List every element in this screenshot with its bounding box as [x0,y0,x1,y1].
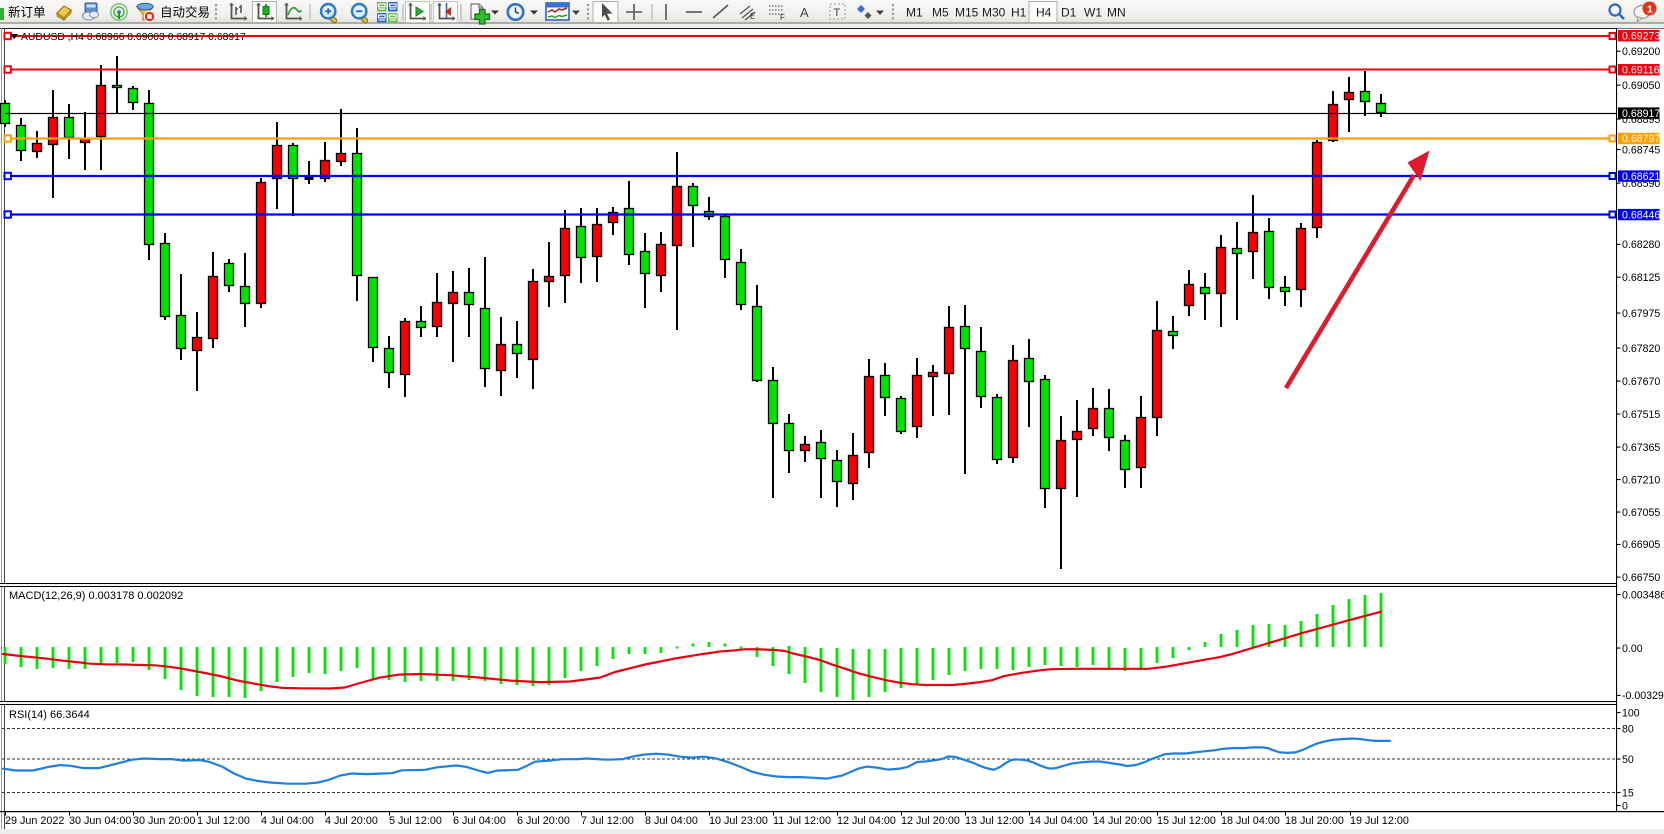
svg-text:13 Jul 12:00: 13 Jul 12:00 [965,815,1024,827]
svg-text:0.69200: 0.69200 [1622,46,1660,58]
svg-text:12 Jul 20:00: 12 Jul 20:00 [901,815,960,827]
svg-text:A: A [800,5,809,20]
svg-text:M30: M30 [982,6,1006,20]
svg-text:29 Jun 2022: 29 Jun 2022 [5,815,64,827]
svg-text:0.003486: 0.003486 [1622,589,1664,601]
svg-text:0.68280: 0.68280 [1622,239,1660,251]
svg-text:15 Jul 12:00: 15 Jul 12:00 [1157,815,1216,827]
svg-text:18 Jul 20:00: 18 Jul 20:00 [1285,815,1344,827]
svg-text:-0.003299: -0.003299 [1622,690,1664,702]
svg-text:0.67055: 0.67055 [1622,507,1660,519]
svg-text:14 Jul 20:00: 14 Jul 20:00 [1093,815,1152,827]
svg-text:MACD(12,26,9) 0.003178 0.00209: MACD(12,26,9) 0.003178 0.002092 [9,590,183,602]
svg-text:6 Jul 04:00: 6 Jul 04:00 [453,815,506,827]
svg-text:14 Jul 04:00: 14 Jul 04:00 [1029,815,1088,827]
svg-text:4 Jul 20:00: 4 Jul 20:00 [325,815,378,827]
svg-text:RSI(14) 66.3644: RSI(14) 66.3644 [9,709,90,721]
svg-text:0.67975: 0.67975 [1622,308,1660,320]
svg-text:18 Jul 04:00: 18 Jul 04:00 [1221,815,1280,827]
svg-text:0.69273: 0.69273 [1622,30,1660,42]
svg-text:8 Jul 04:00: 8 Jul 04:00 [645,815,698,827]
svg-text:0.68917: 0.68917 [1622,108,1660,120]
svg-text:H1: H1 [1011,6,1027,20]
svg-text:H4: H4 [1036,6,1052,20]
svg-text:100: 100 [1622,707,1640,719]
svg-text:4 Jul 04:00: 4 Jul 04:00 [261,815,314,827]
svg-text:0.67820: 0.67820 [1622,343,1660,355]
svg-text:50: 50 [1622,754,1634,766]
svg-text:0.68745: 0.68745 [1622,144,1660,156]
svg-text:E: E [750,12,755,21]
svg-text:0: 0 [1622,800,1628,812]
svg-text:M1: M1 [906,6,923,20]
svg-text:11 Jul 12:00: 11 Jul 12:00 [773,815,831,827]
svg-text:0.67670: 0.67670 [1622,376,1660,388]
svg-text:T: T [834,7,841,19]
svg-text:0.68797: 0.68797 [1622,133,1660,145]
svg-text:AUDUSD ,H4 0.68966 0.69003 0.: AUDUSD ,H4 0.68966 0.69003 0.68917 0.689… [21,32,246,43]
svg-text:M5: M5 [932,6,949,20]
svg-text:12 Jul 04:00: 12 Jul 04:00 [837,815,896,827]
svg-text:自动交易: 自动交易 [160,5,210,20]
svg-text:5 Jul 12:00: 5 Jul 12:00 [389,815,442,827]
svg-text:80: 80 [1622,723,1634,735]
svg-text:0.68446: 0.68446 [1622,209,1660,221]
svg-text:0.68621: 0.68621 [1622,171,1660,183]
svg-text:0.69050: 0.69050 [1622,80,1660,92]
svg-text:MN: MN [1107,6,1126,20]
svg-text:0.66905: 0.66905 [1622,539,1660,551]
svg-text:0.66750: 0.66750 [1622,572,1660,584]
svg-text:0.67365: 0.67365 [1622,442,1660,454]
svg-text:1: 1 [1647,4,1653,16]
svg-text:6 Jul 20:00: 6 Jul 20:00 [517,815,570,827]
svg-text:1 Jul 12:00: 1 Jul 12:00 [197,815,250,827]
svg-text:30 Jun 20:00: 30 Jun 20:00 [133,815,195,827]
svg-text:15: 15 [1622,787,1634,799]
svg-text:0.67210: 0.67210 [1622,474,1660,486]
svg-text:19 Jul 12:00: 19 Jul 12:00 [1350,815,1409,827]
svg-text:W1: W1 [1084,6,1102,20]
svg-text:0.00: 0.00 [1622,643,1643,655]
svg-text:10 Jul 23:00: 10 Jul 23:00 [709,815,768,827]
svg-text:新订单: 新订单 [8,5,46,20]
svg-text:0.67515: 0.67515 [1622,409,1660,421]
svg-text:M15: M15 [955,6,979,20]
svg-text:F: F [780,13,785,22]
svg-text:7 Jul 12:00: 7 Jul 12:00 [581,815,634,827]
svg-text:0.68125: 0.68125 [1622,272,1660,284]
svg-text:30 Jun 04:00: 30 Jun 04:00 [69,815,131,827]
svg-text:0.69116: 0.69116 [1622,64,1660,76]
svg-text:D1: D1 [1061,6,1077,20]
